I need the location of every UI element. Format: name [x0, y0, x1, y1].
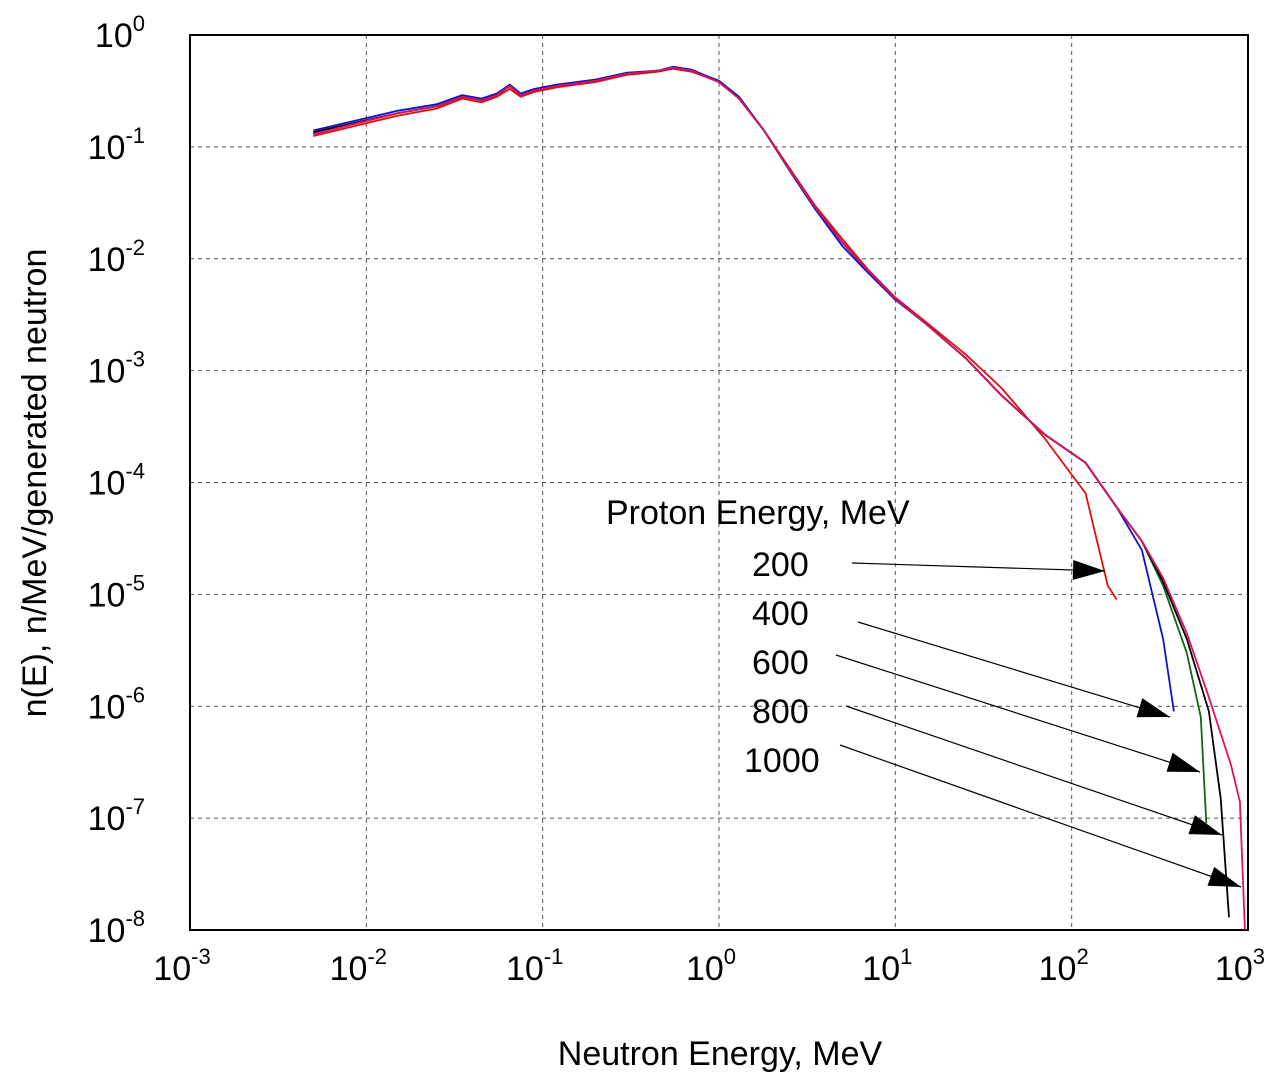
y-tick-label: 10-4 [88, 459, 145, 503]
plot-frame [189, 34, 1249, 931]
x-tick-label: 10-3 [153, 944, 210, 988]
y-tick-label: 100 [95, 11, 145, 55]
legend-label-600: 600 [752, 644, 809, 682]
series-line-1000 [313, 66, 1246, 931]
legend-label-1000: 1000 [744, 742, 820, 780]
legend-arrowhead [1188, 815, 1222, 835]
legend-label-200: 200 [752, 546, 809, 584]
x-tick-label: 100 [686, 944, 736, 988]
y-tick-label: 10-8 [88, 906, 145, 950]
y-tick-labels: 100 10-1 10-2 10-3 10-4 10-5 10-6 10-7 10-8 [88, 11, 145, 950]
legend-arrowhead [1207, 866, 1241, 887]
x-tick-label: 101 [862, 944, 912, 988]
legend-title: Proton Energy, MeV [606, 494, 910, 532]
y-tick-label: 10-6 [88, 682, 145, 726]
legend-label-800: 800 [752, 693, 809, 731]
x-axis-title: Neutron Energy, MeV [558, 1035, 883, 1073]
series-line-400 [313, 65, 1175, 712]
grid [190, 35, 1248, 930]
legend-arrowhead [1072, 560, 1105, 580]
y-tick-label: 10-7 [88, 794, 145, 838]
legend-arrow-line [857, 621, 1171, 718]
legend-arrowhead [1166, 752, 1200, 772]
y-axis-title: n(E), n/MeV/generated neutron [16, 249, 54, 718]
y-tick-label: 10-1 [88, 123, 145, 167]
legend: Proton Energy, MeV 200 400 600 800 1000 [606, 494, 1242, 888]
legend-arrow-line [835, 654, 1201, 773]
legend-arrow-line [851, 562, 1106, 572]
legend-label-400: 400 [752, 595, 809, 633]
series-layer [313, 65, 1246, 931]
y-tick-label: 10-5 [88, 570, 145, 614]
legend-entries: 200 400 600 800 1000 [744, 546, 1242, 888]
x-tick-label: 102 [1039, 944, 1089, 988]
legend-arrowhead [1136, 698, 1170, 718]
x-tick-label: 103 [1215, 944, 1265, 988]
x-tick-label: 10-1 [506, 944, 563, 988]
y-tick-label: 10-3 [88, 347, 145, 391]
legend-arrow-line [839, 744, 1242, 888]
y-tick-label: 10-2 [88, 235, 145, 279]
x-tick-labels: 10-3 10-2 10-1 100 101 102 103 [153, 944, 1265, 988]
x-tick-label: 10-2 [330, 944, 387, 988]
legend-arrow-line [845, 705, 1223, 836]
